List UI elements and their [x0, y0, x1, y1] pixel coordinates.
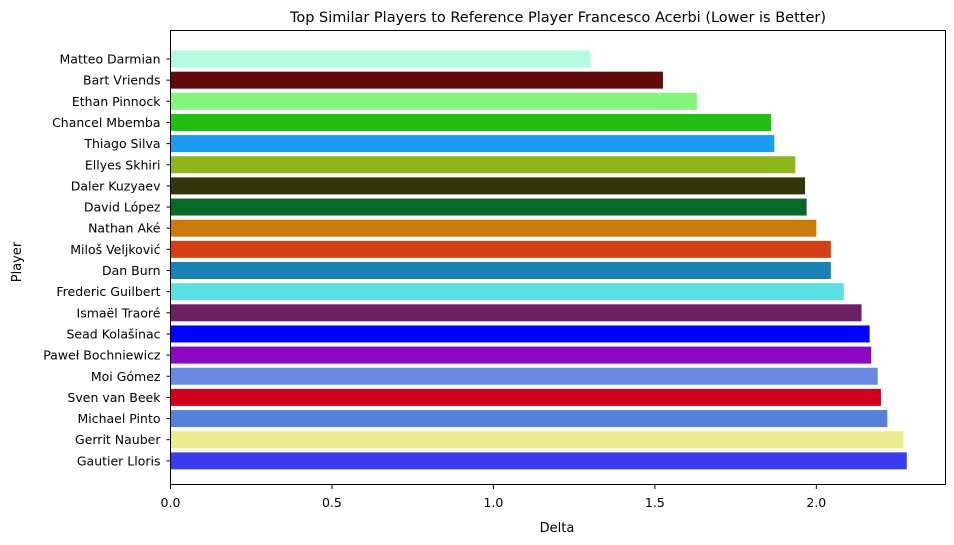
y-tick-label: Ellyes Skhiri [85, 157, 161, 172]
y-tick-label: Daler Kuzyaev [71, 178, 161, 193]
y-tick-label: Gautier Lloris [77, 453, 161, 468]
bar [170, 304, 862, 322]
y-tick-label: Thiago Silva [83, 136, 160, 151]
bar [170, 113, 772, 131]
bar [170, 410, 888, 428]
plot-frame [170, 30, 946, 485]
bar [170, 240, 831, 258]
y-tick-label: Matteo Darmian [60, 52, 161, 67]
bar [170, 156, 796, 174]
bar [170, 92, 697, 110]
bar [170, 177, 806, 195]
bar [170, 262, 831, 279]
y-tick-label: Bart Vriends [83, 73, 160, 88]
y-tick-label: Ismaël Traoré [77, 305, 161, 320]
y-tick-label: Sead Kolašinac [67, 326, 161, 341]
y-tick-label: Nathan Aké [88, 221, 161, 236]
y-tick-label: David López [84, 200, 161, 215]
y-tick-label: Miloš Veljković [70, 242, 160, 257]
y-tick-label: Michael Pinto [77, 411, 160, 426]
x-tick-label: 1.5 [645, 495, 665, 510]
bar [170, 452, 907, 470]
bar [170, 219, 817, 237]
x-tick-label: 0.5 [322, 495, 342, 510]
y-tick-label: Chancel Mbemba [52, 115, 160, 130]
y-tick-label: Frederic Guilbert [56, 284, 160, 299]
y-tick-label: Ethan Pinnock [72, 94, 161, 109]
y-tick-label: Dan Burn [102, 263, 161, 278]
bar [170, 346, 872, 364]
x-tick-label: 1.0 [483, 495, 503, 510]
bar [170, 283, 844, 301]
chart-title: Top Similar Players to Reference Player … [289, 10, 826, 26]
x-tick-label: 2.0 [806, 495, 826, 510]
bars-group [170, 50, 907, 470]
y-tick-label: Gerrit Nauber [75, 432, 161, 447]
bar [170, 71, 663, 89]
y-tick-label: Moi Gómez [91, 369, 161, 384]
bar [170, 388, 881, 406]
bar [170, 431, 904, 449]
bar [170, 198, 807, 216]
y-tick-label: Paweł Bochniewicz [43, 348, 161, 363]
y-tick-label: Sven van Beek [67, 390, 161, 405]
y-axis-label: Player [10, 241, 25, 282]
bar [170, 367, 878, 385]
bar [170, 50, 591, 68]
bar [170, 325, 870, 343]
x-tick-label: 0.0 [161, 495, 181, 510]
x-axis-label: Delta [540, 521, 575, 536]
y-tick-labels: Matteo Darmian Bart Vriends Ethan Pinnock C… [43, 52, 171, 468]
bar [170, 135, 775, 153]
x-tick-labels: 0.0 0.5 1.0 1.5 2.0 [161, 484, 826, 510]
